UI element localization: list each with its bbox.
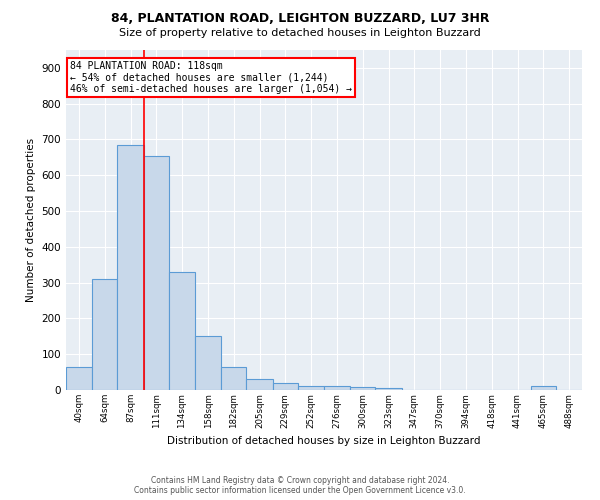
Bar bbox=[92, 279, 118, 390]
Bar bbox=[221, 366, 247, 390]
Bar bbox=[272, 383, 298, 390]
Bar bbox=[143, 156, 169, 390]
X-axis label: Distribution of detached houses by size in Leighton Buzzard: Distribution of detached houses by size … bbox=[167, 436, 481, 446]
Bar bbox=[376, 388, 401, 390]
Text: Contains HM Land Registry data © Crown copyright and database right 2024.
Contai: Contains HM Land Registry data © Crown c… bbox=[134, 476, 466, 495]
Bar bbox=[169, 272, 195, 390]
Text: 84, PLANTATION ROAD, LEIGHTON BUZZARD, LU7 3HR: 84, PLANTATION ROAD, LEIGHTON BUZZARD, L… bbox=[111, 12, 489, 26]
Y-axis label: Number of detached properties: Number of detached properties bbox=[26, 138, 36, 302]
Bar bbox=[118, 145, 143, 390]
Bar bbox=[324, 386, 350, 390]
Bar bbox=[66, 366, 92, 390]
Bar bbox=[530, 386, 556, 390]
Bar bbox=[298, 386, 324, 390]
Text: 84 PLANTATION ROAD: 118sqm
← 54% of detached houses are smaller (1,244)
46% of s: 84 PLANTATION ROAD: 118sqm ← 54% of deta… bbox=[70, 60, 352, 94]
Bar bbox=[195, 336, 221, 390]
Bar bbox=[247, 380, 272, 390]
Bar bbox=[350, 387, 376, 390]
Text: Size of property relative to detached houses in Leighton Buzzard: Size of property relative to detached ho… bbox=[119, 28, 481, 38]
